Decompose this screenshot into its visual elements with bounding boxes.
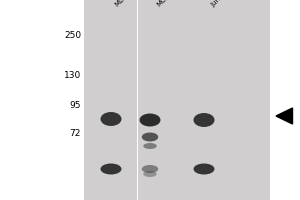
- Text: 72: 72: [70, 130, 81, 138]
- Ellipse shape: [100, 112, 122, 126]
- Ellipse shape: [142, 165, 158, 173]
- Polygon shape: [276, 108, 292, 124]
- Ellipse shape: [194, 113, 214, 127]
- Text: Jurkat: Jurkat: [210, 0, 229, 8]
- Ellipse shape: [143, 171, 157, 177]
- Ellipse shape: [140, 114, 160, 127]
- Text: MCF-7: MCF-7: [156, 0, 176, 8]
- Text: 250: 250: [64, 31, 81, 40]
- Text: MDA-MB453: MDA-MB453: [114, 0, 148, 8]
- Text: 95: 95: [70, 102, 81, 110]
- Ellipse shape: [100, 164, 122, 174]
- Bar: [136, 0, 138, 200]
- Text: 130: 130: [64, 72, 81, 80]
- Ellipse shape: [142, 132, 158, 142]
- Ellipse shape: [194, 164, 214, 174]
- FancyBboxPatch shape: [84, 0, 270, 200]
- Ellipse shape: [143, 143, 157, 149]
